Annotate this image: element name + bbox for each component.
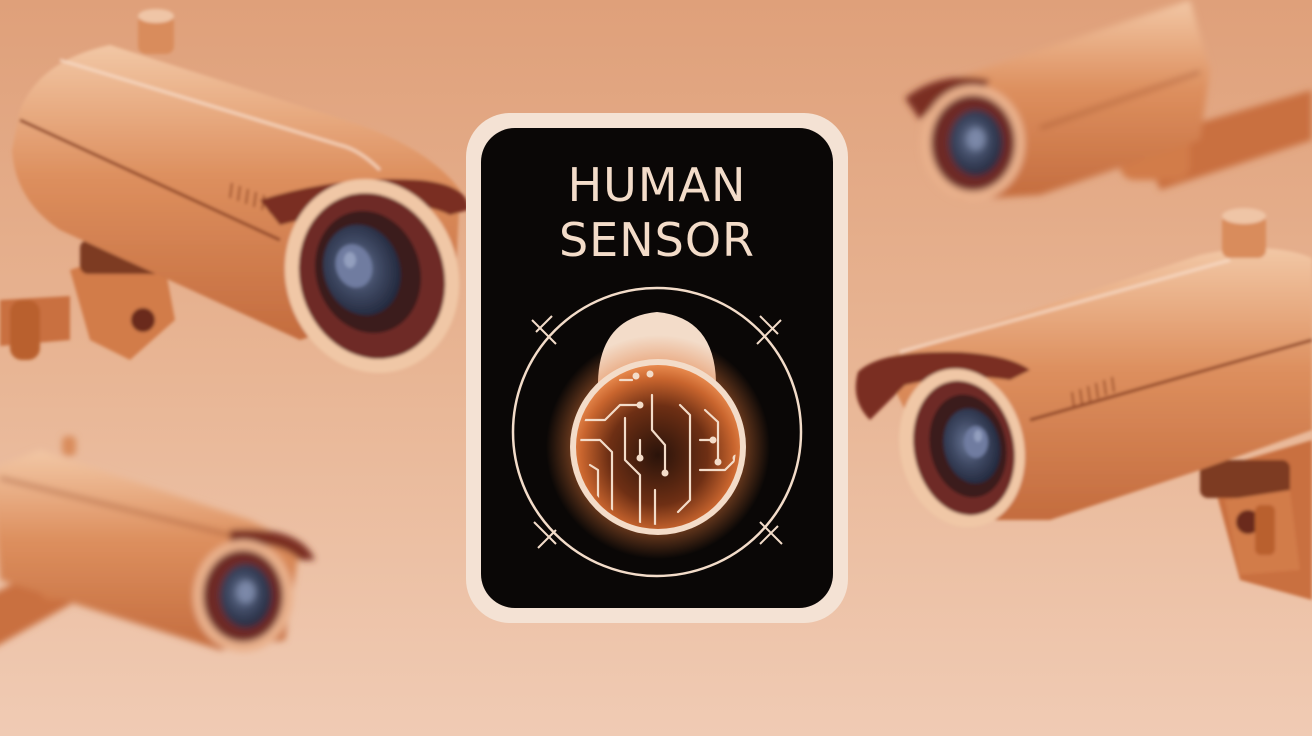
human-sensor-badge: HUMAN SENSOR [466, 113, 848, 623]
camera-top-right [905, 0, 1312, 201]
security-camera-icon [0, 9, 469, 373]
badge-title-line-1: HUMAN [568, 158, 747, 212]
security-camera-icon [0, 436, 315, 652]
security-camera-icon [855, 208, 1312, 600]
badge-title-line-2: SENSOR [559, 213, 755, 267]
camera-middle-right [855, 208, 1312, 600]
camera-top-left [0, 9, 469, 373]
camera-bottom-left [0, 436, 315, 652]
security-camera-icon [905, 0, 1312, 201]
head-with-circuit-brain-icon [511, 286, 803, 578]
